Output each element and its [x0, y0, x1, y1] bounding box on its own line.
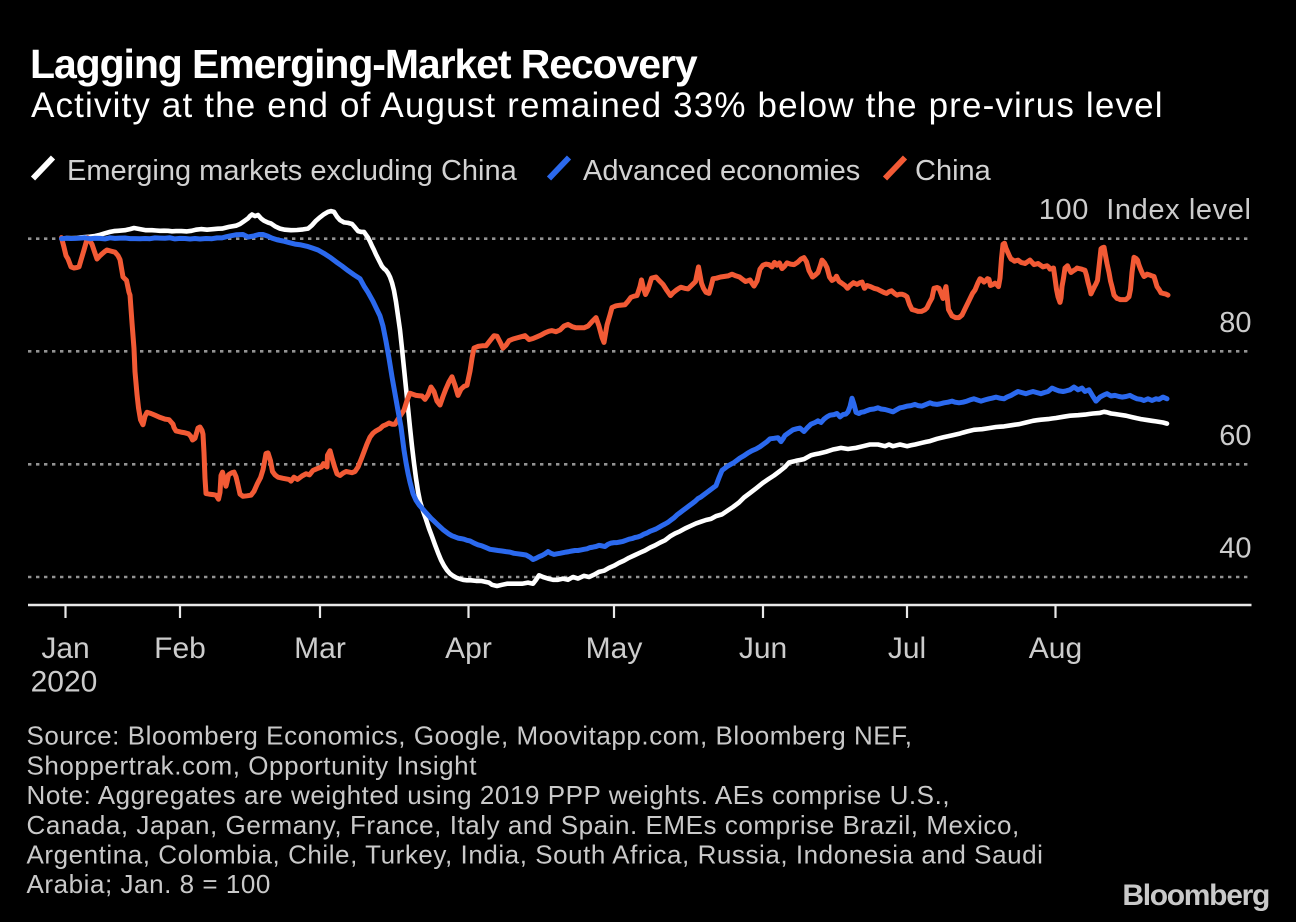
svg-text:Apr: Apr: [445, 632, 492, 665]
svg-text:Note: Aggregates are weighted: Note: Aggregates are weighted using 2019…: [27, 780, 951, 810]
svg-text:Jan: Jan: [41, 632, 89, 665]
svg-text:Mar: Mar: [294, 632, 346, 665]
svg-text:Jul: Jul: [888, 632, 926, 665]
svg-text:May: May: [586, 632, 643, 665]
svg-text:Activity at the end of August: Activity at the end of August remained 3…: [31, 86, 1164, 125]
svg-text:Emerging markets excluding Chi: Emerging markets excluding China: [67, 155, 518, 187]
svg-text:Arabia; Jan. 8 = 100: Arabia; Jan. 8 = 100: [27, 869, 271, 899]
svg-text:40: 40: [1219, 533, 1251, 565]
svg-text:100 Index level: 100 Index level: [1039, 194, 1252, 226]
svg-text:2020: 2020: [31, 666, 98, 699]
svg-text:Lagging Emerging-Market Recove: Lagging Emerging-Market Recovery: [30, 41, 698, 87]
svg-text:Source: Bloomberg Economics, G: Source: Bloomberg Economics, Google, Moo…: [27, 721, 913, 751]
svg-text:Shoppertrak.com, Opportunity I: Shoppertrak.com, Opportunity Insight: [27, 750, 478, 780]
svg-text:Advanced economies: Advanced economies: [583, 155, 860, 187]
svg-text:Feb: Feb: [154, 632, 206, 665]
svg-text:60: 60: [1219, 420, 1251, 452]
svg-text:Bloomberg: Bloomberg: [1122, 879, 1269, 912]
svg-text:Canada, Japan, Germany, France: Canada, Japan, Germany, France, Italy an…: [27, 810, 1020, 840]
svg-text:Argentina, Colombia, Chile, Tu: Argentina, Colombia, Chile, Turkey, Indi…: [27, 840, 1044, 870]
svg-text:China: China: [915, 155, 992, 187]
svg-text:Aug: Aug: [1029, 632, 1082, 665]
svg-text:Jun: Jun: [739, 632, 787, 665]
svg-text:80: 80: [1219, 307, 1251, 339]
